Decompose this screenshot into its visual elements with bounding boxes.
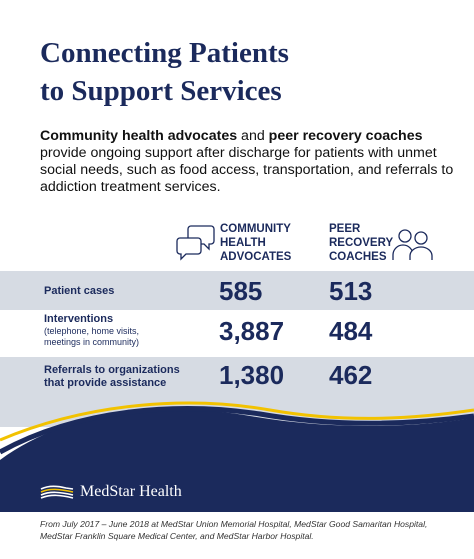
advocates-value: 1,380 <box>219 360 285 390</box>
column-header-advocates: COMMUNITY HEALTH ADVOCATES <box>220 223 292 263</box>
row-label: Interventions <box>44 313 114 325</box>
advocates-value: 585 <box>219 276 263 306</box>
coaches-value: 484 <box>329 316 373 346</box>
footnote: From July 2017 – June 2018 at MedStar Un… <box>40 519 428 541</box>
speech-bubbles-icon <box>176 225 215 261</box>
page-title: Connecting Patients to Support Services <box>40 37 289 107</box>
intro-term-advocates: Community health advocates <box>40 128 238 144</box>
row-label: Referrals to organizations that provide … <box>44 364 180 389</box>
advocates-value: 3,887 <box>219 316 285 346</box>
medstar-logo-icon <box>40 485 74 499</box>
table-row-patient-cases: Patient cases 585 513 <box>0 271 474 310</box>
wave-graphic <box>0 401 474 514</box>
row-sublabel: (telephone, home visits, meetings in com… <box>44 326 140 347</box>
intro-joiner: and <box>237 128 269 144</box>
intro-paragraph: Community health advocates and peer reco… <box>40 128 460 196</box>
intro-term-coaches: peer recovery coaches <box>268 128 423 144</box>
medstar-logo: MedStar Health <box>40 482 182 502</box>
coaches-value: 513 <box>329 276 373 306</box>
people-icon <box>392 229 433 260</box>
row-label: Patient cases <box>44 285 115 297</box>
table-row-interventions: Interventions (telephone, home visits, m… <box>0 310 474 357</box>
column-header-coaches: PEER RECOVERY COACHES <box>329 223 394 263</box>
coaches-value: 462 <box>329 360 373 390</box>
logo-text: MedStar Health <box>80 483 182 500</box>
footer <box>0 512 474 559</box>
intro-rest: provide ongoing support after discharge … <box>40 145 454 195</box>
